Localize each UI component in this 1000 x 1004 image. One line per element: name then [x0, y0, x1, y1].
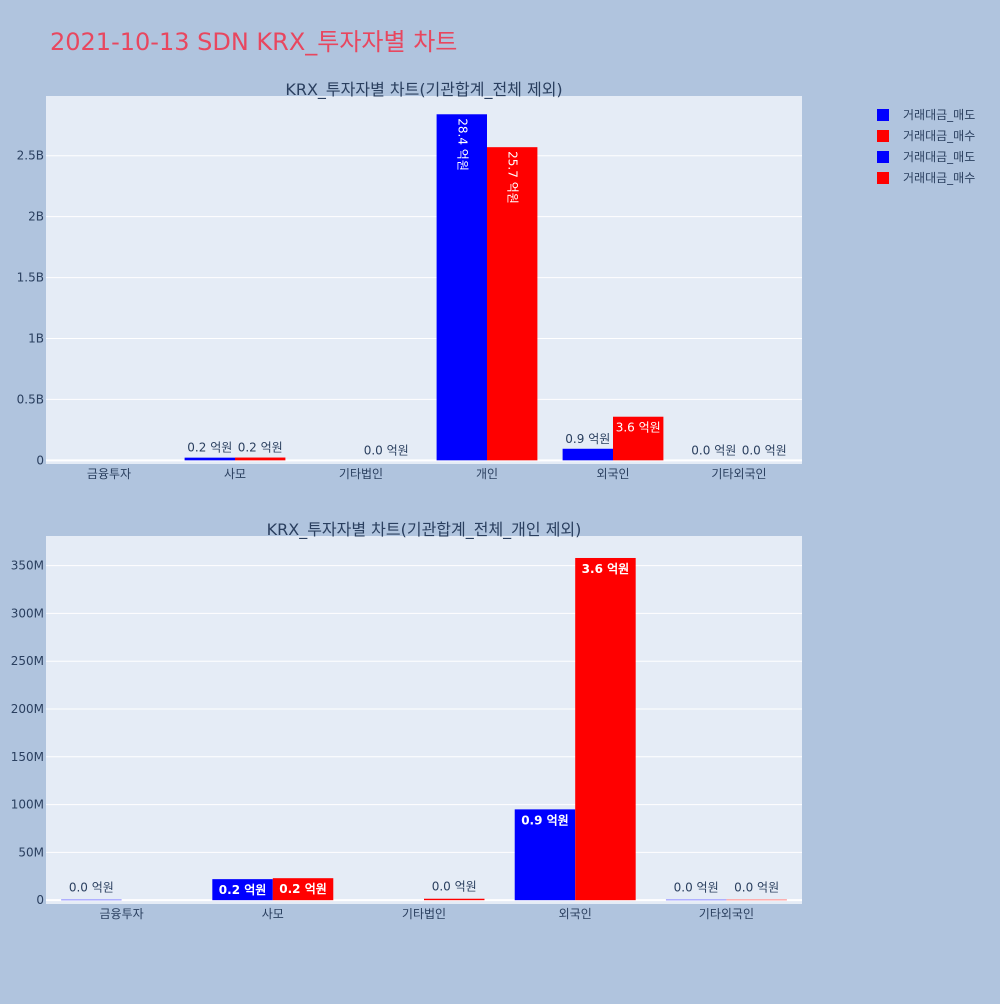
- plot-area: [46, 536, 802, 904]
- y-tick-label: 0.5B: [17, 392, 44, 406]
- x-tick-label: 개인: [476, 467, 498, 481]
- x-tick-label: 기타외국인: [699, 907, 754, 921]
- data-label: 0.2 억원: [279, 882, 327, 896]
- legend-label: 거래대금_매수: [903, 129, 975, 143]
- legend-swatch: [877, 109, 889, 121]
- legend-label: 거래대금_매도: [903, 150, 975, 164]
- data-label: 0.0 억원: [69, 881, 114, 895]
- data-label: 0.0 억원: [734, 881, 779, 895]
- bar: [235, 458, 285, 461]
- data-label: 0.0 억원: [691, 443, 736, 457]
- y-tick-label: 250M: [11, 654, 44, 668]
- x-tick-label: 금융투자: [87, 467, 131, 481]
- y-tick-label: 0: [36, 453, 44, 467]
- legend-label: 거래대금_매도: [903, 108, 975, 122]
- data-label: 0.2 억원: [238, 441, 283, 455]
- legend-label: 거래대금_매수: [903, 171, 975, 185]
- legend-swatch: [877, 151, 889, 163]
- data-label: 25.7 억원: [506, 151, 520, 204]
- x-tick-label: 외국인: [596, 467, 629, 481]
- y-tick-label: 350M: [11, 559, 44, 573]
- chart-panel-bottom: 0 50M 100M 150M 200M 250M 300M 350M 금융투자 사모 기타법인 외국…: [11, 520, 802, 921]
- plot-area: [46, 96, 802, 464]
- data-label: 0.9 억원: [565, 432, 610, 446]
- bar: [424, 899, 484, 900]
- data-label: 0.0 억원: [674, 881, 719, 895]
- y-tick-label: 2B: [28, 210, 44, 224]
- y-tick-label: 200M: [11, 702, 44, 716]
- data-label: 0.2 억원: [187, 441, 232, 455]
- y-tick-label: 1B: [28, 331, 44, 345]
- data-label: 0.9 억원: [521, 813, 569, 827]
- x-tick-label: 외국인: [559, 907, 592, 921]
- data-label: 3.6 억원: [616, 421, 661, 435]
- legend-swatch: [877, 130, 889, 142]
- bar: [185, 458, 235, 461]
- bar: [575, 558, 635, 900]
- data-label: 28.4 억원: [455, 118, 469, 171]
- x-tick-label: 기타법인: [339, 467, 383, 481]
- subplot-title: KRX_투자자별 차트(기관합계_전체 제외): [285, 80, 562, 100]
- data-label: 0.2 억원: [219, 883, 267, 897]
- x-tick-label: 기타법인: [402, 907, 446, 921]
- y-tick-label: 2.5B: [17, 149, 44, 163]
- data-label: 0.0 억원: [364, 443, 409, 457]
- legend-swatch: [877, 172, 889, 184]
- x-tick-label: 사모: [262, 907, 284, 921]
- data-label: 3.6 억원: [582, 562, 630, 576]
- x-tick-label: 사모: [224, 467, 246, 481]
- bar: [563, 449, 613, 461]
- y-tick-label: 100M: [11, 798, 44, 812]
- y-tick-label: 300M: [11, 606, 44, 620]
- subplot-title: KRX_투자자별 차트(기관합계_전체_개인 제외): [267, 520, 582, 540]
- data-label: 0.0 억원: [742, 443, 787, 457]
- chart-panel-top: 0 0.5B 1B 1.5B 2B 2.5B 금융투자 사모 기타법인 개인 외국인 기타외국인 0.2…: [17, 80, 802, 481]
- x-tick-label: 기타외국인: [711, 467, 766, 481]
- page-title: 2021-10-13 SDN KRX_투자자별 차트: [50, 28, 457, 56]
- y-tick-label: 150M: [11, 750, 44, 764]
- y-tick-label: 0: [36, 893, 44, 907]
- data-label: 0.0 억원: [432, 880, 477, 894]
- y-tick-label: 1.5B: [17, 271, 44, 285]
- y-tick-label: 50M: [18, 845, 44, 859]
- x-tick-label: 금융투자: [100, 907, 144, 921]
